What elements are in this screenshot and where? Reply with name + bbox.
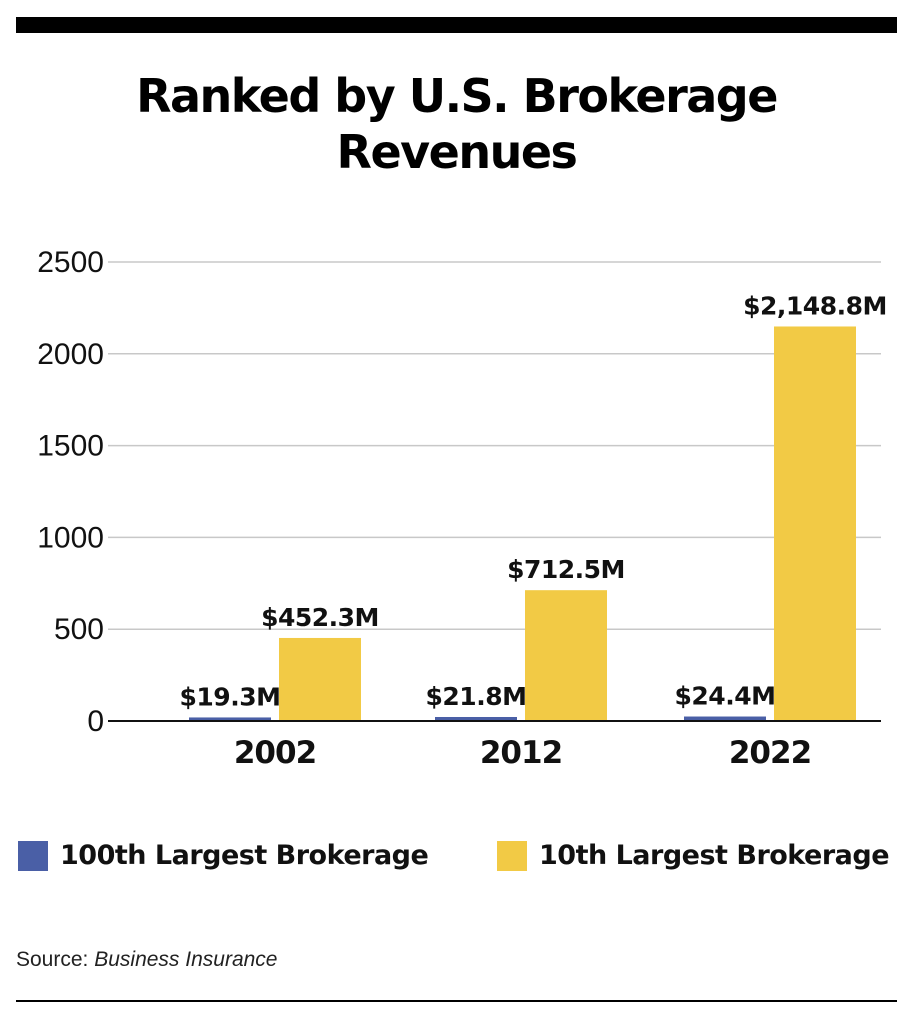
bar xyxy=(684,716,766,721)
source-name: Business Insurance xyxy=(94,948,278,971)
legend-item-100th: 100th Largest Brokerage xyxy=(18,840,429,871)
legend-label-100th: 100th Largest Brokerage xyxy=(60,840,429,871)
y-tick-label: 0 xyxy=(87,705,104,738)
data-label: $452.3M xyxy=(261,603,379,632)
y-tick-label: 1000 xyxy=(37,521,104,554)
legend-item-10th: 10th Largest Brokerage xyxy=(497,840,890,871)
bar xyxy=(279,637,361,721)
bar xyxy=(189,717,271,721)
chart-title-line-1: Ranked by U.S. Brokerage xyxy=(136,69,778,123)
data-label: $24.4M xyxy=(675,682,776,711)
data-label: $21.8M xyxy=(426,682,527,711)
legend-label-10th: 10th Largest Brokerage xyxy=(539,840,890,871)
top-rule xyxy=(16,17,897,33)
legend-swatch-100th xyxy=(18,840,48,871)
chart-title: Ranked by U.S. Brokerage Revenues xyxy=(0,68,913,180)
legend: 100th Largest Brokerage 10th Largest Bro… xyxy=(0,840,913,880)
data-label: $712.5M xyxy=(507,555,625,584)
x-tick-label: 2022 xyxy=(729,735,811,771)
data-label: $2,148.8M xyxy=(743,291,887,320)
x-tick-label: 2012 xyxy=(480,735,562,771)
legend-swatch-10th xyxy=(497,840,527,871)
x-tick-label: 2002 xyxy=(234,735,316,771)
y-tick-label: 2500 xyxy=(37,246,104,279)
bottom-rule xyxy=(16,1000,897,1002)
bar xyxy=(435,716,517,721)
source-prefix: Source: xyxy=(16,948,95,971)
source-note: Source: Business Insurance xyxy=(16,948,278,972)
bar xyxy=(774,326,856,721)
y-tick-label: 500 xyxy=(54,613,104,646)
y-tick-label: 2000 xyxy=(37,338,104,371)
chart-title-line-2: Revenues xyxy=(336,125,578,179)
data-label: $19.3M xyxy=(180,682,281,711)
y-tick-label: 1500 xyxy=(37,430,104,463)
bar xyxy=(525,590,607,721)
